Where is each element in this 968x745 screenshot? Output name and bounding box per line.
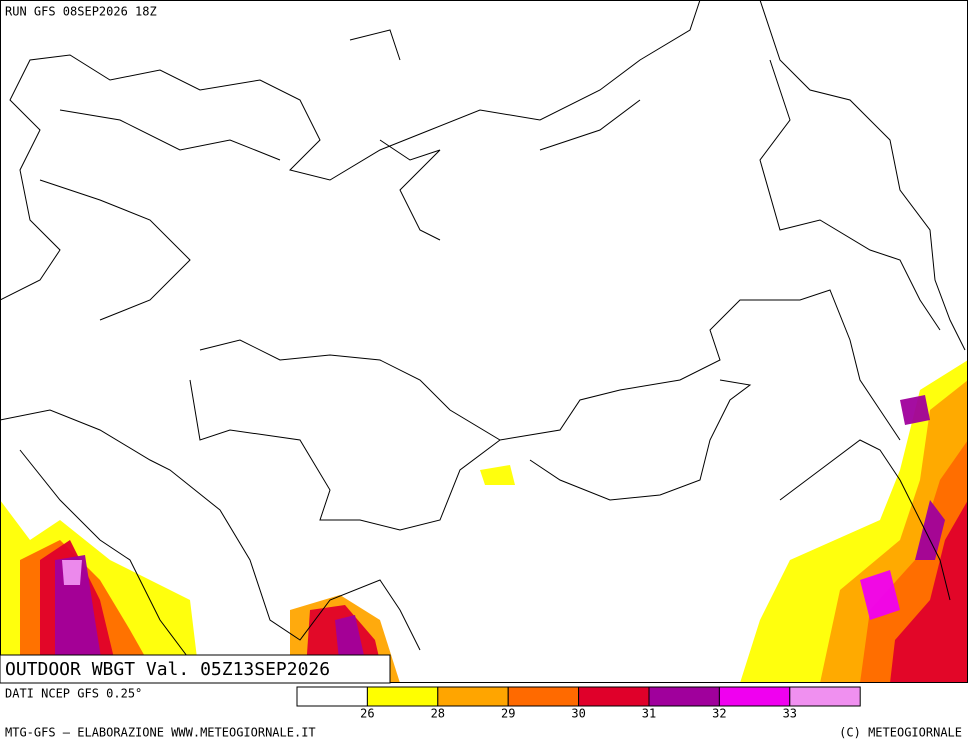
legend-swatch [507,686,580,707]
wbgt-field [0,360,968,683]
title-box [0,654,391,684]
color-legend: 26 28 29 30 31 32 33 [296,686,861,721]
legend-swatch [437,686,509,707]
wbgt-area [890,500,968,683]
wbgt-area [915,500,945,560]
legend-tick-label: 26 [360,707,374,721]
wbgt-area [480,465,515,485]
legend-swatch [718,686,791,707]
legend-swatch [366,686,439,707]
legend-tick-label: 28 [431,707,445,721]
legend-tick-label: 31 [642,707,656,721]
legend-swatch [578,686,650,707]
legend-tick-label: 33 [783,707,797,721]
wbgt-area [900,395,930,425]
footer-right: (C) METEOGIORNALE [839,726,962,740]
wbgt-area [55,555,105,683]
run-label: RUN GFS 08SEP2026 18Z [5,5,157,19]
map-title: OUTDOOR WBGT Val. 05Z13SEP2026 [5,659,330,680]
legend-swatch [296,686,368,707]
source-label: DATI NCEP GFS 0.25° [5,687,142,701]
boundaries [0,0,966,661]
wbgt-area [860,570,900,620]
legend-tick-label: 30 [571,707,585,721]
legend-swatch [789,686,861,707]
wbgt-area [62,560,82,585]
legend-tick-label: 32 [712,707,726,721]
legend-swatch [648,686,720,707]
footer-left: MTG-GFS — ELABORAZIONE WWW.METEOGIORNALE… [5,726,316,740]
legend-tick-label: 29 [501,707,515,721]
